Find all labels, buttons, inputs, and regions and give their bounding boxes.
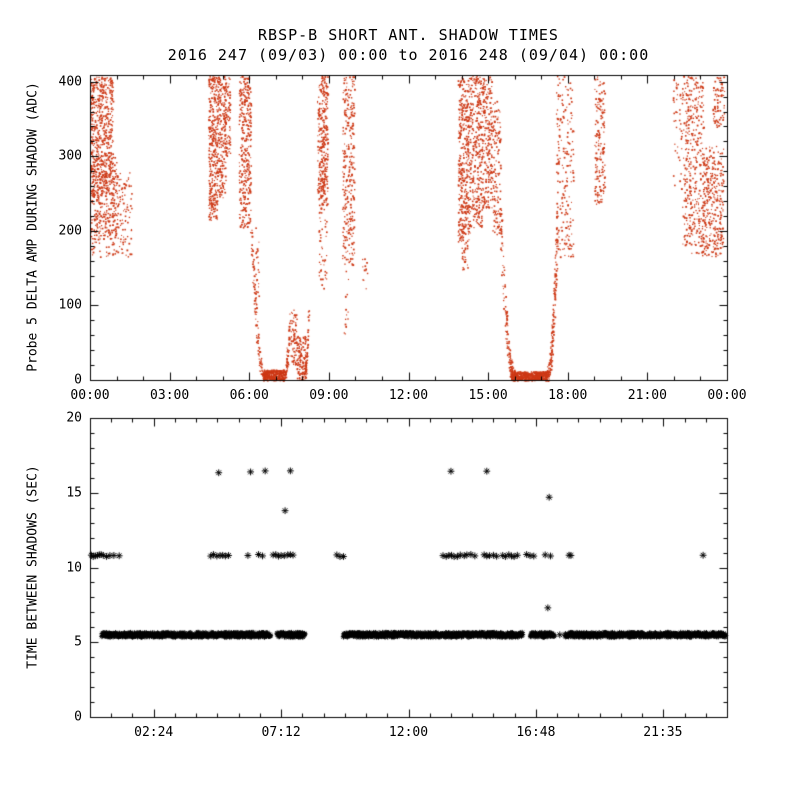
top-x-tick-label: 09:00 — [309, 388, 349, 403]
top-x-tick-label: 03:00 — [150, 388, 190, 403]
top-x-tick-label: 21:00 — [627, 388, 667, 403]
bottom-y-tick-label: 0 — [74, 709, 82, 725]
top-x-tick-label: 12:00 — [388, 388, 429, 403]
bottom-y-tick-label: 20 — [66, 410, 82, 426]
chart-subtitle: 2016 247 (09/03) 00:00 to 2016 248 (09/0… — [167, 46, 650, 64]
top-x-tick-label: 18:00 — [548, 388, 588, 403]
top-x-tick-label: 00:00 — [70, 388, 110, 403]
top-x-tick-label: 15:00 — [468, 388, 508, 403]
bottom-x-tick-label: 16:48 — [516, 725, 556, 740]
bottom-x-tick-label: 21:35 — [643, 725, 683, 740]
bottom-y-tick-label: 5 — [74, 634, 82, 650]
chart-title: RBSP-B SHORT ANT. SHADOW TIMES — [258, 26, 559, 44]
top-x-tick-label: 06:00 — [229, 388, 269, 403]
bottom-y-axis-label: TIME BETWEEN SHADOWS (SEC) — [25, 465, 41, 669]
top-y-tick-label: 400 — [58, 74, 82, 90]
bottom-y-tick-label: 15 — [66, 485, 82, 501]
bottom-x-tick-label: 12:00 — [388, 725, 429, 740]
top-y-axis-label: Probe 5 DELTA AMP DURING SHADOW (ADC) — [25, 82, 41, 372]
top-y-tick-label: 100 — [58, 297, 82, 313]
top-y-tick-label: 300 — [58, 148, 82, 164]
top-y-tick-label: 200 — [58, 223, 82, 239]
top-x-tick-label: 00:00 — [707, 388, 747, 403]
bottom-x-tick-label: 07:12 — [261, 725, 301, 740]
top-y-tick-label: 0 — [74, 372, 82, 388]
bottom-y-tick-label: 10 — [66, 560, 82, 575]
bottom-x-tick-label: 02:24 — [134, 725, 174, 740]
